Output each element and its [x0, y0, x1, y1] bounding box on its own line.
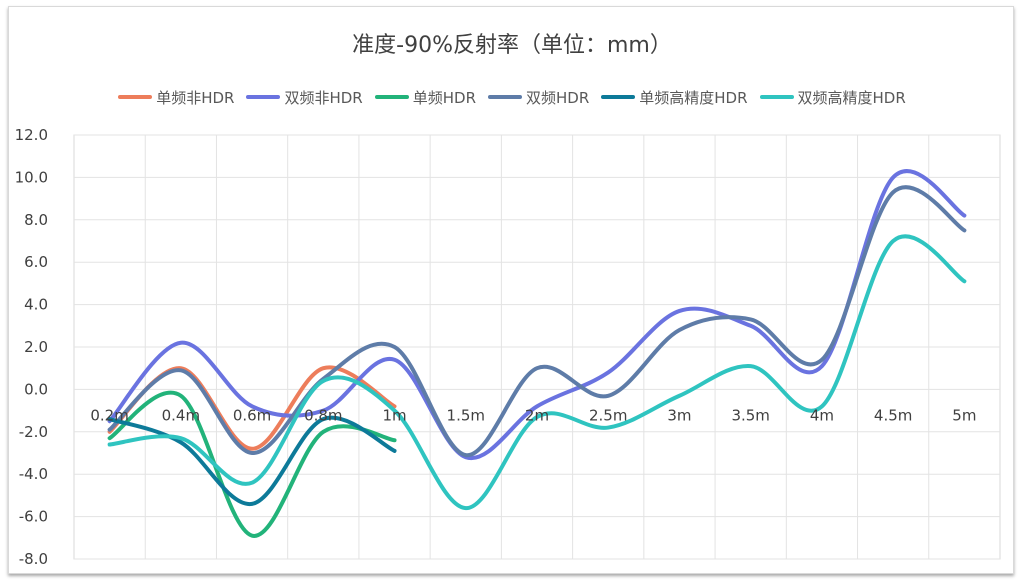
x-tick-label: 5m — [952, 406, 976, 424]
series-line-3 — [107, 390, 397, 538]
x-tick-label: 1.5m — [447, 406, 485, 424]
y-tick-label: 12.0 — [15, 126, 48, 144]
data-point — [677, 309, 681, 313]
data-point — [321, 366, 325, 370]
data-point — [749, 364, 753, 368]
y-tick-label: 8.0 — [24, 211, 48, 229]
data-point — [535, 366, 539, 370]
data-point — [393, 358, 397, 362]
y-tick-label: 10.0 — [15, 168, 48, 186]
x-tick-label: 1m — [382, 406, 406, 424]
legend-item[interactable]: 单频非HDR — [118, 86, 234, 108]
data-point — [606, 426, 610, 430]
y-tick-label: -2.0 — [19, 423, 48, 441]
data-point — [108, 436, 112, 440]
x-tick-label: 0.6m — [233, 406, 271, 424]
data-point — [250, 534, 254, 538]
chart-title: 准度-90%反射率（单位：mm） — [352, 33, 672, 58]
data-point — [891, 190, 895, 194]
data-point — [321, 430, 325, 434]
legend-item[interactable]: 双频非HDR — [246, 86, 363, 108]
x-tick-label: 2m — [525, 406, 549, 424]
data-point — [820, 364, 824, 368]
legend-swatch — [601, 95, 636, 99]
data-point — [393, 449, 397, 453]
x-tick-label: 4m — [810, 406, 834, 424]
data-point — [962, 279, 966, 283]
y-tick-label: -4.0 — [19, 465, 48, 483]
legend-label: 单频高精度HDR — [639, 88, 748, 107]
data-point — [962, 228, 966, 232]
data-point — [464, 453, 468, 457]
legend-item[interactable]: 单频高精度HDR — [601, 86, 748, 108]
y-tick-label: 0.0 — [24, 380, 48, 398]
x-tick-label: 4.5m — [874, 406, 912, 424]
data-point — [250, 502, 254, 506]
x-tick-label: 0.8m — [304, 406, 342, 424]
legend-swatch — [374, 95, 409, 99]
legend-swatch — [118, 95, 153, 99]
x-tick-label: 2.5m — [589, 406, 627, 424]
data-point — [179, 368, 183, 372]
x-tick-label: 0.2m — [90, 406, 128, 424]
data-point — [464, 506, 468, 510]
y-tick-label: 6.0 — [24, 253, 48, 271]
legend-swatch — [488, 95, 522, 99]
data-point — [606, 370, 610, 374]
y-tick-label: -8.0 — [19, 550, 48, 568]
data-point — [962, 214, 966, 218]
data-point — [393, 438, 397, 442]
legend-swatch — [246, 95, 281, 99]
data-point — [891, 175, 895, 179]
legend-label: 双频非HDR — [284, 88, 363, 107]
legend-label: 双频高精度HDR — [797, 88, 906, 107]
data-point — [108, 428, 112, 432]
data-point — [820, 358, 824, 362]
y-tick-label: 2.0 — [24, 338, 48, 356]
y-tick-label: 4.0 — [24, 296, 48, 314]
data-point — [250, 447, 254, 451]
legend-item[interactable]: 双频高精度HDR — [759, 86, 906, 108]
data-point — [749, 324, 753, 328]
data-point — [891, 239, 895, 243]
series-line-4 — [107, 185, 967, 458]
legend-label: 双频HDR — [526, 88, 590, 107]
legend-label: 单频HDR — [412, 88, 476, 107]
x-tick-label: 3m — [667, 406, 691, 424]
y-tick-label: -6.0 — [19, 508, 48, 526]
data-point — [321, 379, 325, 383]
chart-legend: 单频非HDR 双频非HDR 单频HDR 双频HDR 单频高精度HDR 双频高精度HDR — [0, 86, 1024, 108]
x-tick-label: 3.5m — [731, 406, 769, 424]
legend-swatch — [759, 95, 794, 99]
data-point — [179, 341, 183, 345]
data-point — [677, 328, 681, 332]
data-point — [179, 440, 183, 444]
legend-item[interactable]: 双频HDR — [488, 86, 589, 108]
data-point — [250, 481, 254, 485]
data-point — [749, 317, 753, 321]
data-point — [677, 394, 681, 398]
x-tick-label: 0.4m — [162, 406, 200, 424]
data-point — [108, 443, 112, 447]
data-point — [179, 436, 183, 440]
legend-item[interactable]: 单频HDR — [374, 86, 476, 108]
series-line-6 — [107, 234, 967, 511]
data-point — [179, 394, 183, 398]
legend-label: 单频非HDR — [156, 88, 235, 107]
data-point — [606, 394, 610, 398]
data-point — [250, 451, 254, 455]
data-point — [393, 345, 397, 349]
